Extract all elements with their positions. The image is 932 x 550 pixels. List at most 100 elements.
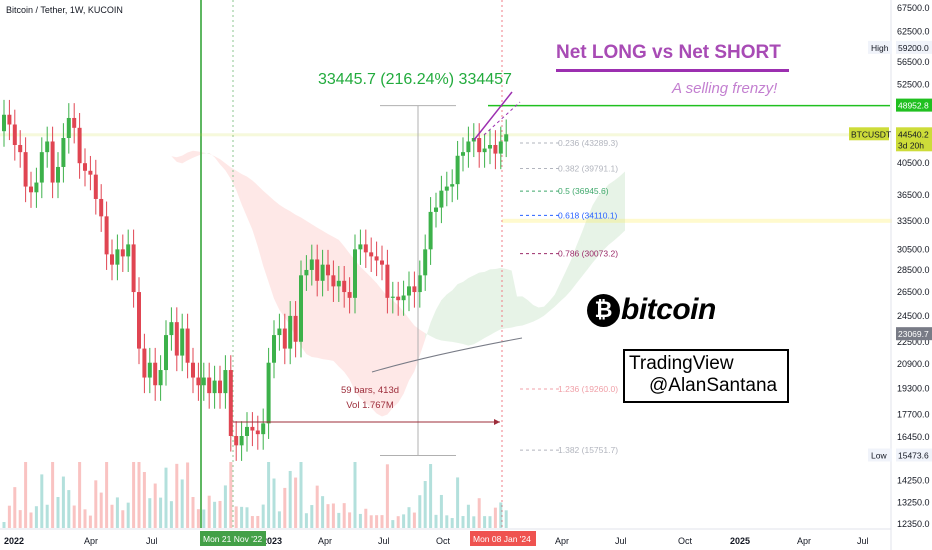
ichimoku-cloud: [122, 114, 625, 417]
candle-down: [196, 362, 201, 401]
cloud-segment: [171, 156, 177, 162]
volume-bar: [380, 515, 384, 528]
candle-down: [18, 130, 23, 168]
cloud-segment: [506, 268, 512, 329]
cloud-segment: [446, 290, 453, 342]
candle-down: [7, 99, 12, 141]
candle-body: [261, 423, 266, 435]
cloud-segment: [457, 281, 463, 344]
candle-down: [88, 155, 93, 191]
cloud-segment: [565, 260, 571, 297]
volume-bar: [429, 464, 433, 528]
candle-down: [23, 137, 28, 203]
candle-down: [380, 245, 384, 281]
cloud-segment: [133, 127, 139, 134]
candle-body: [50, 141, 55, 183]
time-tick: Oct: [678, 536, 693, 546]
volume-bar: [294, 477, 298, 528]
candle-body: [223, 370, 228, 394]
candle-up: [288, 301, 293, 365]
volume-bar: [191, 497, 195, 528]
volume-bar: [418, 495, 422, 528]
volume-bar: [240, 506, 244, 528]
cloud-segment: [311, 224, 318, 358]
candle-down: [83, 148, 87, 187]
volume-bar: [126, 502, 130, 528]
range-arrowhead: [494, 419, 500, 425]
candle-body: [412, 286, 417, 293]
candle-down: [331, 260, 336, 302]
volume-bar: [493, 507, 497, 528]
volume-bar: [121, 510, 125, 528]
candle-body: [185, 328, 190, 363]
volume-bar: [94, 480, 98, 528]
cloud-segment: [338, 239, 345, 372]
cloud-segment: [257, 185, 264, 266]
symbol-tag: BTCUSDT: [851, 129, 891, 139]
cloud-segment: [333, 236, 339, 367]
volume-bar: [412, 512, 416, 528]
candle-up: [299, 260, 303, 358]
cloud-segment: [533, 305, 539, 322]
candle-body: [12, 124, 17, 145]
candle-body: [137, 292, 141, 349]
volume-bar: [202, 509, 206, 528]
candle-up: [417, 260, 422, 308]
time-tick: Apr: [555, 536, 569, 546]
price-tick: 36500.0: [897, 190, 930, 200]
candle-down: [342, 265, 347, 308]
volume-bar: [169, 501, 173, 528]
volume-bar: [83, 509, 87, 528]
candle-down: [142, 333, 147, 394]
volume-bar: [51, 462, 55, 528]
candle-body: [174, 322, 179, 356]
price-tick: 28500.0: [897, 265, 930, 275]
volume-bar: [40, 474, 44, 528]
volume-bar: [24, 462, 28, 528]
candle-down: [131, 229, 136, 308]
cloud-segment: [247, 176, 253, 230]
low-tag-value: 15473.6: [898, 450, 929, 460]
candle-down: [99, 184, 104, 232]
volume-bar: [358, 513, 362, 528]
candle-body: [482, 148, 487, 153]
volume-bar: [115, 497, 119, 528]
candle-body: [504, 134, 509, 142]
candle-up: [115, 234, 120, 281]
candle-up: [304, 255, 309, 291]
cloud-segment: [576, 232, 582, 284]
candle-body: [196, 377, 201, 386]
low-tag-label: Low: [871, 450, 887, 460]
candle-body: [331, 275, 336, 287]
cloud-segment: [619, 171, 625, 236]
time-tick: Apr: [797, 536, 811, 546]
candle-body: [477, 138, 482, 153]
cloud-segment: [587, 205, 593, 270]
volume-stat: Vol 1.767M: [346, 400, 394, 411]
candle-body: [493, 144, 498, 154]
volume-bar: [488, 516, 492, 528]
candle-up: [423, 234, 428, 291]
bitcoin-wordmark: bitcoin: [621, 293, 716, 326]
cloud-segment: [490, 268, 496, 336]
fib-label: 1.236 (19260.0): [558, 384, 618, 394]
cloud-segment: [209, 152, 215, 158]
candles: [2, 99, 509, 461]
cloud-segment: [517, 296, 523, 327]
cloud-segment: [560, 271, 566, 302]
symbol-tag-bg: [849, 127, 889, 141]
candle-up: [401, 280, 406, 316]
candle-up: [39, 137, 44, 199]
volume-bar: [29, 512, 33, 528]
cloud-segment: [144, 143, 150, 152]
volume-bar: [67, 490, 71, 528]
candle-up: [444, 171, 449, 207]
candle-body: [120, 249, 125, 257]
volume-bars: [2, 462, 508, 528]
candle-body: [23, 152, 28, 187]
volume-bar: [385, 464, 389, 528]
cloud-segment: [182, 152, 188, 164]
cloud-segment: [511, 270, 517, 328]
time-tick: Jul: [857, 536, 869, 546]
